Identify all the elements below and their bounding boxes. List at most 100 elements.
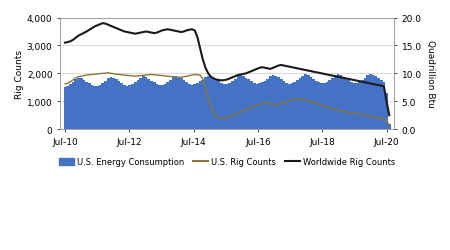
- Bar: [115, 80, 118, 130]
- Y-axis label: Rig Counts: Rig Counts: [15, 50, 24, 98]
- Bar: [280, 80, 283, 130]
- Bar: [194, 85, 196, 130]
- Bar: [77, 78, 80, 130]
- Bar: [215, 80, 218, 130]
- Bar: [291, 84, 293, 130]
- Bar: [161, 86, 164, 130]
- Bar: [310, 78, 312, 130]
- Bar: [266, 79, 269, 130]
- Bar: [304, 75, 307, 130]
- Bar: [172, 78, 175, 130]
- Bar: [283, 82, 285, 130]
- Bar: [382, 82, 385, 130]
- Bar: [374, 77, 377, 130]
- Bar: [361, 80, 364, 130]
- Bar: [188, 84, 191, 130]
- Bar: [385, 93, 388, 130]
- Bar: [177, 78, 180, 130]
- Bar: [82, 81, 85, 130]
- Bar: [156, 85, 158, 130]
- Bar: [350, 83, 353, 130]
- Bar: [353, 84, 356, 130]
- Bar: [366, 76, 369, 130]
- Bar: [169, 80, 172, 130]
- Bar: [237, 77, 239, 130]
- Bar: [234, 80, 237, 130]
- Bar: [377, 79, 380, 130]
- Bar: [202, 80, 204, 130]
- Bar: [323, 84, 326, 130]
- Bar: [258, 84, 261, 130]
- Bar: [253, 84, 256, 130]
- Bar: [293, 83, 296, 130]
- Bar: [191, 86, 193, 130]
- Bar: [345, 79, 347, 130]
- Bar: [269, 77, 272, 130]
- Bar: [210, 77, 212, 130]
- Bar: [277, 78, 280, 130]
- Bar: [204, 78, 207, 130]
- Bar: [380, 81, 382, 130]
- Bar: [328, 81, 331, 130]
- Bar: [229, 83, 231, 130]
- Bar: [120, 83, 123, 130]
- Bar: [307, 76, 310, 130]
- Bar: [180, 79, 183, 130]
- Bar: [88, 84, 91, 130]
- Bar: [80, 79, 82, 130]
- Bar: [356, 83, 358, 130]
- Bar: [264, 81, 266, 130]
- Bar: [123, 85, 126, 130]
- Bar: [85, 82, 88, 130]
- Bar: [128, 86, 131, 130]
- Bar: [223, 85, 226, 130]
- Bar: [109, 78, 112, 130]
- Bar: [326, 82, 328, 130]
- Bar: [334, 76, 337, 130]
- Bar: [134, 83, 137, 130]
- Bar: [245, 78, 248, 130]
- Bar: [145, 78, 148, 130]
- Bar: [137, 81, 139, 130]
- Bar: [126, 86, 129, 130]
- Bar: [288, 84, 291, 130]
- Bar: [175, 76, 177, 130]
- Bar: [315, 81, 318, 130]
- Bar: [231, 82, 234, 130]
- Bar: [99, 85, 102, 130]
- Bar: [166, 83, 169, 130]
- Bar: [256, 85, 258, 130]
- Bar: [207, 76, 210, 130]
- Bar: [93, 87, 96, 130]
- Bar: [320, 84, 323, 130]
- Bar: [90, 86, 94, 130]
- Bar: [226, 84, 229, 130]
- Bar: [220, 84, 223, 130]
- Bar: [117, 82, 121, 130]
- Bar: [140, 78, 142, 130]
- Bar: [183, 81, 185, 130]
- Bar: [153, 83, 156, 130]
- Legend: U.S. Energy Consumption, U.S. Rig Counts, Worldwide Rig Counts: U.S. Energy Consumption, U.S. Rig Counts…: [56, 154, 398, 170]
- Bar: [72, 82, 74, 130]
- Bar: [248, 80, 250, 130]
- Bar: [66, 86, 69, 130]
- Bar: [74, 80, 77, 130]
- Bar: [369, 74, 372, 130]
- Bar: [107, 79, 110, 130]
- Bar: [196, 84, 199, 130]
- Bar: [158, 86, 161, 130]
- Bar: [272, 76, 274, 130]
- Bar: [96, 86, 99, 130]
- Bar: [142, 77, 145, 130]
- Bar: [337, 75, 339, 130]
- Bar: [69, 85, 72, 130]
- Bar: [218, 82, 220, 130]
- Bar: [339, 76, 342, 130]
- Bar: [388, 124, 391, 130]
- Bar: [212, 78, 215, 130]
- Bar: [299, 79, 302, 130]
- Bar: [347, 81, 350, 130]
- Bar: [261, 83, 264, 130]
- Bar: [112, 78, 115, 130]
